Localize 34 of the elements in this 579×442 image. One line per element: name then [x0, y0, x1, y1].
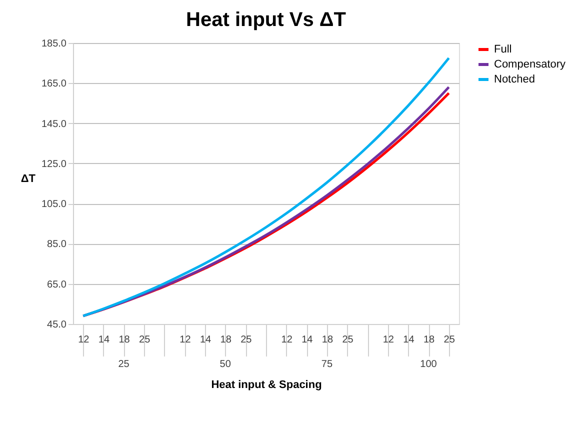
x-tick-label: 12 [281, 334, 293, 346]
x-tick-label: 18 [423, 334, 436, 346]
y-tick-label: 65.0 [47, 279, 67, 290]
x-tick-label: 25 [139, 334, 151, 346]
x-tick-label: 25 [444, 334, 456, 346]
y-axis-title: ΔT [20, 173, 36, 185]
legend-label: Compensatory [494, 58, 566, 70]
y-tick-label: 45.0 [47, 320, 67, 330]
x-tick-label: 18 [322, 334, 334, 346]
x-tick-label: 25 [240, 334, 252, 346]
x-tick-label: 14 [98, 334, 110, 346]
x-axis-title: Heat input & Spacing [211, 379, 322, 391]
y-tick-label: 165.0 [41, 78, 67, 90]
x-tick-label: 12 [180, 334, 192, 346]
y-tick-label: 145.0 [41, 118, 67, 130]
y-tick-label: 105.0 [41, 199, 67, 210]
y-tick-label: 85.0 [47, 239, 67, 250]
x-tick-label: 14 [403, 334, 415, 346]
text: 100 [420, 359, 438, 370]
x-tick-label: 14 [302, 334, 314, 346]
x-tick-label: 18 [118, 334, 130, 346]
legend-label: Notched [494, 74, 535, 86]
x-tick-label: 12 [78, 334, 90, 346]
text: 75 [321, 359, 333, 370]
y-tick-label: 125.0 [41, 158, 67, 170]
legend-label: Full [494, 44, 512, 56]
y-tick-label: 185.0 [41, 38, 67, 50]
chart-title: Heat input Vs ΔT [186, 9, 346, 31]
x-tick-label: 25 [342, 334, 354, 346]
x-tick-label: 18 [220, 334, 232, 346]
x-tick-label: 14 [200, 334, 212, 346]
text: 25 [118, 359, 130, 370]
x-tick-label: 12 [382, 334, 394, 346]
text: 50 [220, 359, 232, 370]
